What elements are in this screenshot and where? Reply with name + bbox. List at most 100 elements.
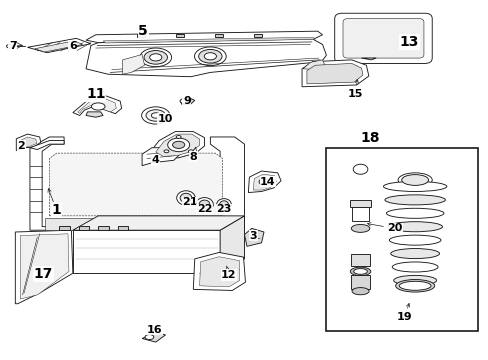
Ellipse shape [204, 53, 216, 60]
FancyBboxPatch shape [342, 19, 423, 58]
Polygon shape [20, 137, 37, 148]
Ellipse shape [6, 44, 12, 48]
Bar [326, 148, 477, 330]
Polygon shape [306, 63, 362, 84]
Bar [118, 226, 128, 230]
Polygon shape [27, 39, 91, 53]
Ellipse shape [145, 334, 154, 339]
Text: 22: 22 [196, 204, 212, 215]
Polygon shape [20, 234, 69, 299]
Polygon shape [361, 58, 375, 60]
Text: 15: 15 [347, 89, 363, 99]
Ellipse shape [144, 50, 167, 64]
Ellipse shape [401, 175, 427, 185]
Polygon shape [73, 230, 220, 273]
Polygon shape [180, 98, 194, 105]
Polygon shape [86, 31, 322, 42]
Ellipse shape [151, 113, 160, 118]
Polygon shape [30, 137, 244, 230]
Ellipse shape [146, 110, 165, 121]
Ellipse shape [387, 222, 442, 232]
Polygon shape [156, 134, 199, 156]
Ellipse shape [351, 288, 368, 295]
Text: 1: 1 [52, 203, 61, 217]
Polygon shape [248, 171, 281, 193]
Text: 17: 17 [34, 267, 53, 281]
Ellipse shape [384, 195, 445, 205]
Ellipse shape [163, 150, 168, 153]
Polygon shape [103, 37, 315, 43]
Ellipse shape [395, 279, 434, 292]
Bar [79, 226, 89, 230]
Polygon shape [142, 148, 181, 166]
Text: 20: 20 [386, 224, 402, 233]
Polygon shape [193, 252, 245, 291]
Bar [98, 226, 109, 230]
Text: 12: 12 [221, 270, 236, 280]
Polygon shape [220, 216, 244, 273]
Polygon shape [149, 132, 204, 158]
Text: 19: 19 [396, 312, 411, 322]
Ellipse shape [397, 173, 431, 187]
Polygon shape [78, 98, 116, 113]
Text: 13: 13 [399, 35, 418, 49]
Polygon shape [350, 275, 369, 289]
Bar [254, 35, 261, 37]
Polygon shape [16, 134, 41, 150]
Ellipse shape [386, 208, 443, 218]
Ellipse shape [195, 198, 213, 211]
Polygon shape [30, 140, 64, 149]
Text: 5: 5 [138, 24, 148, 38]
Ellipse shape [188, 150, 193, 153]
Ellipse shape [194, 47, 226, 66]
Ellipse shape [176, 191, 195, 205]
Polygon shape [303, 60, 325, 69]
Polygon shape [302, 60, 368, 87]
Text: 21: 21 [182, 197, 197, 207]
Text: 18: 18 [360, 131, 379, 145]
Text: 16: 16 [146, 325, 162, 335]
Ellipse shape [349, 267, 370, 276]
Polygon shape [15, 230, 73, 304]
Polygon shape [142, 332, 165, 342]
Polygon shape [44, 218, 224, 230]
Text: 3: 3 [249, 231, 257, 240]
Polygon shape [122, 54, 144, 74]
Ellipse shape [176, 135, 181, 138]
Ellipse shape [353, 269, 366, 274]
Ellipse shape [149, 54, 162, 61]
Text: 8: 8 [189, 152, 197, 162]
Ellipse shape [216, 199, 231, 210]
Polygon shape [199, 257, 239, 287]
Ellipse shape [167, 138, 189, 152]
Text: 2: 2 [17, 141, 25, 151]
Bar [176, 35, 183, 37]
Ellipse shape [198, 49, 222, 63]
Ellipse shape [390, 248, 439, 258]
Text: 7: 7 [9, 41, 17, 50]
Ellipse shape [399, 281, 430, 290]
Ellipse shape [91, 103, 105, 110]
Polygon shape [244, 228, 264, 246]
Ellipse shape [199, 200, 209, 209]
Polygon shape [351, 207, 368, 221]
Ellipse shape [172, 141, 184, 148]
Ellipse shape [180, 98, 189, 104]
Polygon shape [73, 96, 122, 116]
FancyBboxPatch shape [334, 13, 431, 63]
Ellipse shape [383, 181, 446, 192]
Ellipse shape [391, 262, 437, 272]
Text: 10: 10 [158, 114, 173, 124]
Bar [137, 35, 144, 37]
Ellipse shape [142, 107, 169, 124]
Polygon shape [35, 41, 82, 52]
Text: 14: 14 [260, 177, 275, 187]
Ellipse shape [140, 48, 171, 67]
Text: 4: 4 [151, 155, 160, 165]
Ellipse shape [219, 201, 228, 208]
Text: 9: 9 [183, 96, 190, 106]
Polygon shape [86, 112, 103, 117]
Polygon shape [350, 253, 369, 266]
Ellipse shape [393, 275, 436, 285]
Ellipse shape [259, 179, 268, 185]
